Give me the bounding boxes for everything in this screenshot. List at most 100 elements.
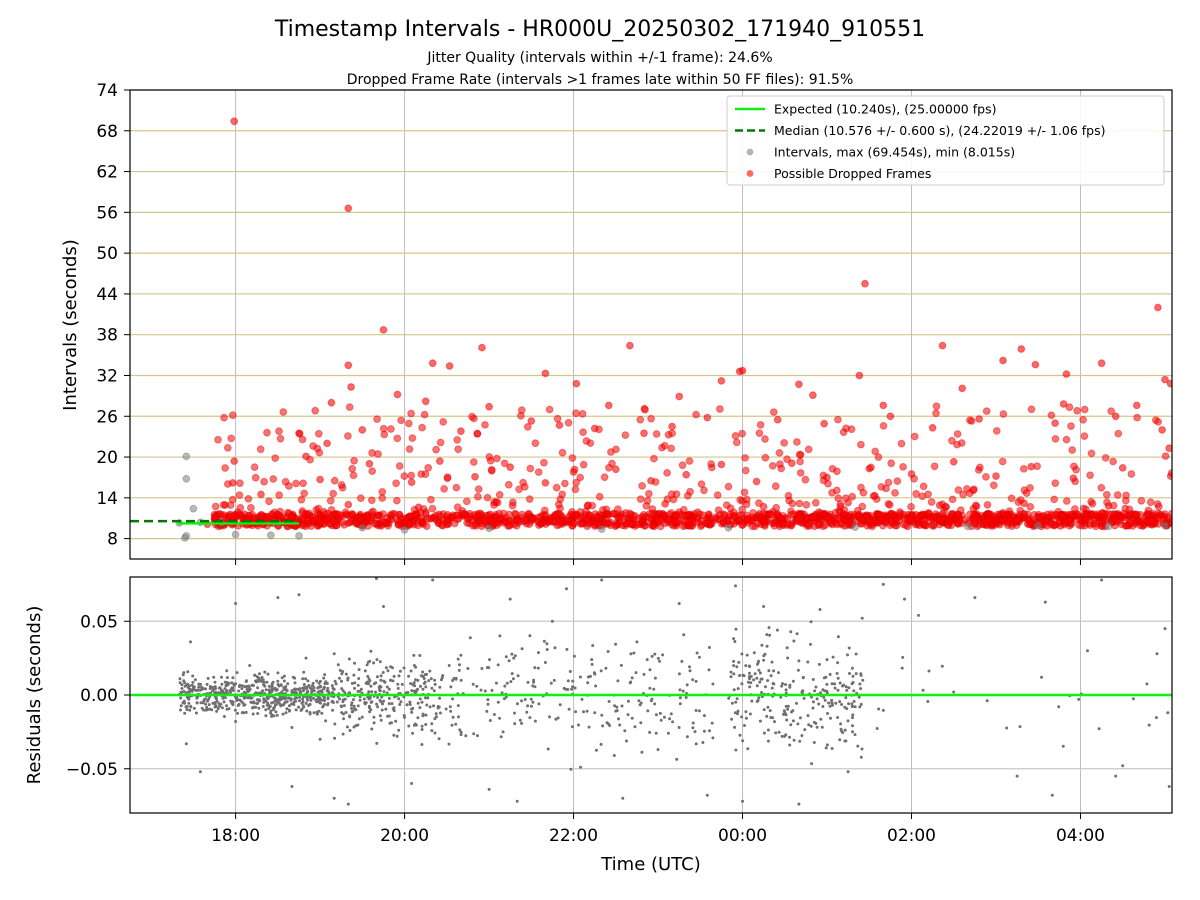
residual-point	[580, 697, 584, 701]
residual-point	[520, 647, 524, 651]
residual-point	[210, 685, 214, 689]
dropped-frame-point	[428, 359, 437, 368]
residual-point	[241, 701, 245, 705]
residual-point	[810, 695, 813, 699]
residual-point	[747, 664, 751, 668]
dropped-frame-point	[571, 485, 580, 494]
residual-point	[653, 676, 657, 680]
residual-point	[418, 706, 422, 710]
dropped-frame-point	[948, 436, 956, 445]
residuals-panel: 0.05 0.00 −0.05 18:00 20:00 22:00 00:00 02:00 04…	[66, 576, 1173, 846]
dropped-frame-point	[742, 500, 751, 509]
residual-point	[382, 699, 386, 703]
dropped-frame-point	[247, 503, 255, 512]
residual-point	[744, 710, 748, 714]
residual-point	[330, 684, 334, 688]
residual-point	[847, 686, 851, 690]
residual-point	[468, 636, 472, 640]
dropped-frame-point	[1022, 489, 1031, 498]
dropped-frame-point	[579, 428, 587, 437]
residual-point	[276, 596, 280, 600]
residual-point	[284, 685, 288, 689]
residual-point	[823, 698, 827, 702]
residual-point	[450, 723, 454, 727]
residual-point	[777, 730, 781, 734]
dropped-frame-point	[298, 435, 307, 444]
y-tick-label: 32	[96, 366, 118, 386]
residual-point	[653, 702, 657, 706]
residual-point	[900, 666, 904, 670]
dropped-frame-point	[452, 483, 461, 492]
dropped-frame-point	[795, 450, 804, 459]
residual-point	[251, 712, 255, 716]
dropped-frame-point	[935, 516, 944, 525]
dropped-frame-point	[536, 520, 545, 528]
residual-point	[375, 658, 379, 662]
dropped-frame-point	[924, 490, 932, 499]
dropped-frame-point	[767, 510, 775, 519]
residual-point	[295, 696, 299, 700]
residual-point	[684, 696, 688, 699]
dropped-frame-point	[1167, 518, 1172, 527]
dropped-frame-point	[980, 517, 989, 526]
residual-point	[256, 686, 260, 690]
dropped-frame-point	[344, 500, 353, 509]
residual-point	[428, 669, 432, 673]
dropped-frame-point	[982, 407, 991, 416]
residual-point	[809, 620, 813, 624]
residual-point	[414, 678, 417, 682]
dropped-frame-point	[298, 509, 307, 517]
y-tick-label: 26	[96, 407, 118, 427]
dropped-frame-point	[476, 509, 485, 518]
residual-point	[432, 704, 435, 708]
dropped-frame-point	[564, 418, 573, 427]
residual-point	[410, 689, 414, 693]
residual-point	[464, 734, 468, 738]
residual-point	[579, 765, 583, 769]
residual-point	[738, 733, 742, 737]
residual-point	[223, 687, 227, 691]
dropped-frame-point	[1087, 497, 1095, 506]
residual-point	[459, 678, 463, 682]
residual-point	[362, 697, 366, 701]
residual-point	[1100, 578, 1104, 582]
dropped-frame-point	[545, 405, 554, 414]
dropped-frame-point	[652, 430, 661, 438]
dropped-frame-point	[885, 501, 894, 509]
residual-point	[416, 678, 420, 682]
residual-point	[244, 710, 248, 714]
residual-point	[270, 701, 274, 705]
dropped-frame-point	[228, 411, 237, 420]
dropped-frame-point	[436, 438, 445, 447]
dropped-frame-point	[493, 454, 501, 463]
residual-point	[566, 679, 570, 683]
dropped-frame-point	[787, 521, 796, 529]
residual-point	[433, 682, 437, 686]
dropped-frame-point	[572, 478, 581, 487]
dropped-frame-point	[865, 464, 874, 473]
residual-point	[613, 704, 617, 708]
residual-point	[261, 678, 265, 682]
x-tick-label: 20:00	[380, 826, 429, 846]
dropped-frame-point	[1158, 426, 1166, 434]
dropped-frame-point	[221, 464, 230, 472]
residual-point	[836, 661, 840, 665]
dropped-frame-point	[453, 503, 462, 512]
residual-point	[626, 713, 630, 717]
residual-point	[456, 704, 460, 708]
dropped-frame-point	[804, 445, 813, 454]
residual-point	[697, 655, 701, 659]
dropped-frame-point	[1017, 345, 1026, 353]
dropped-frame-point	[1137, 496, 1146, 505]
dropped-frame-point	[1051, 479, 1060, 488]
residual-point	[243, 696, 247, 699]
residual-point	[851, 713, 855, 717]
residual-point	[269, 709, 273, 713]
residual-point	[678, 696, 682, 700]
dropped-frame-point	[1144, 510, 1153, 519]
residual-point	[350, 701, 354, 705]
residual-point	[245, 679, 248, 683]
dropped-frame-point	[604, 401, 613, 410]
residual-point	[341, 689, 345, 693]
residual-point	[736, 709, 740, 713]
